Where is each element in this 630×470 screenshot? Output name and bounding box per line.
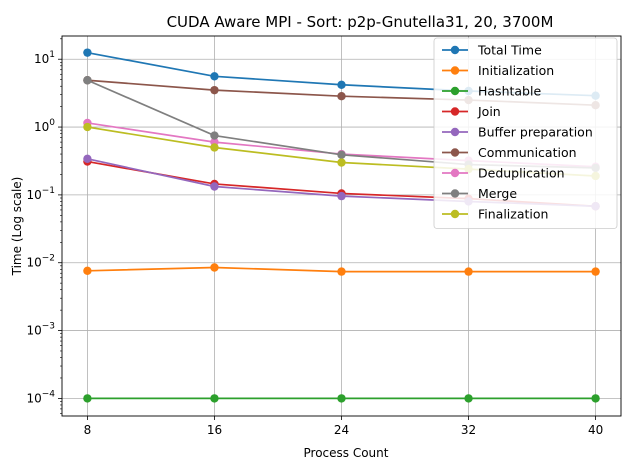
legend-label: Join — [477, 104, 501, 119]
data-point — [83, 76, 92, 85]
legend-item: Initialization — [442, 63, 554, 78]
legend-item: Join — [442, 104, 501, 119]
x-tick-label: 40 — [588, 423, 603, 437]
chart-title: CUDA Aware MPI - Sort: p2p-Gnutella31, 2… — [167, 13, 554, 31]
data-point — [210, 182, 219, 191]
data-point — [83, 122, 92, 132]
data-point — [337, 158, 346, 167]
data-point — [464, 267, 473, 276]
data-point — [83, 266, 92, 276]
legend-swatch-marker — [450, 127, 460, 137]
data-point — [337, 92, 346, 101]
legend-label: Initialization — [478, 63, 554, 78]
data-point — [210, 131, 219, 140]
legend-label: Deduplication — [478, 166, 565, 181]
legend-swatch-marker — [450, 66, 460, 75]
legend-label: Finalization — [478, 207, 548, 222]
y-tick-label: 10−2 — [26, 254, 55, 270]
legend-box — [433, 37, 618, 229]
legend-label: Hashtable — [478, 84, 541, 99]
series-initialization — [83, 263, 600, 276]
y-tick-label: 10−1 — [26, 186, 55, 202]
data-point — [337, 267, 346, 276]
data-point — [337, 80, 346, 89]
legend: Total Time Initialization Hashtable Join Buf… — [433, 37, 618, 229]
y-tick-label: 100 — [34, 118, 55, 134]
data-point — [210, 263, 219, 272]
legend-swatch-marker — [450, 86, 460, 96]
data-point — [83, 394, 92, 403]
y-tick-label: 10−4 — [26, 389, 55, 405]
legend-item: Buffer preparation — [442, 125, 593, 140]
legend-label: Buffer preparation — [478, 125, 593, 140]
x-tick-label: 16 — [207, 423, 222, 437]
x-axis-label: Process Count — [304, 446, 389, 460]
legend-swatch-marker — [450, 189, 460, 198]
legend-swatch-marker — [450, 209, 460, 219]
y-axis-label: Time (Log scale) — [10, 177, 24, 277]
legend-swatch-marker — [450, 168, 460, 178]
data-point — [210, 85, 219, 95]
x-tick-label: 24 — [334, 423, 349, 437]
legend-swatch-marker — [450, 107, 460, 116]
data-point — [83, 48, 92, 57]
axis-ticks: 8 16 24 32 40 10−4 10−3 10−2 10−1 100 101 — [26, 38, 603, 437]
y-tick-label: 101 — [34, 50, 55, 66]
series-hashtable — [83, 394, 600, 403]
legend-item: Merge — [442, 186, 517, 201]
data-point — [591, 267, 600, 276]
legend-item: Total Time — [442, 43, 542, 58]
legend-label: Communication — [478, 145, 577, 160]
data-point — [210, 143, 219, 152]
data-point — [337, 191, 346, 201]
legend-item: Deduplication — [442, 166, 565, 181]
data-point — [210, 72, 219, 81]
legend-swatch-marker — [450, 45, 460, 55]
x-tick-label: 32 — [461, 423, 476, 437]
legend-label: Merge — [478, 186, 517, 201]
legend-swatch-marker — [450, 148, 460, 157]
x-tick-label: 8 — [84, 423, 92, 437]
data-point — [464, 394, 473, 403]
data-point — [83, 154, 92, 164]
data-point — [591, 394, 600, 403]
y-tick-label: 10−3 — [26, 322, 55, 338]
data-point — [210, 394, 219, 403]
legend-item: Finalization — [442, 207, 548, 222]
data-point — [337, 150, 346, 159]
legend-item: Hashtable — [442, 84, 541, 99]
data-point — [337, 394, 346, 403]
legend-label: Total Time — [477, 43, 542, 58]
legend-item: Communication — [442, 145, 577, 160]
